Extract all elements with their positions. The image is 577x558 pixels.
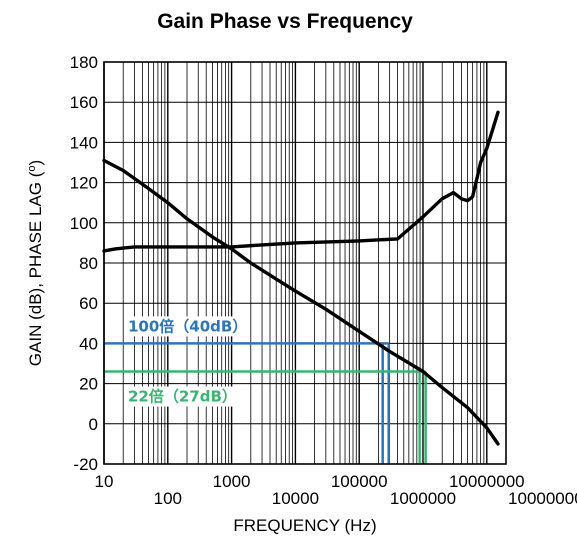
annotation-label-bg <box>126 386 246 407</box>
chart-title: Gain Phase vs Frequency <box>157 10 413 33</box>
y-tick-label: -20 <box>73 455 98 474</box>
y-axis-label-sup: o <box>26 165 38 171</box>
y-tick-label: 160 <box>70 93 98 112</box>
annotation-label: 22倍（27dB） <box>128 388 237 406</box>
x-tick-label: 10000 <box>272 489 319 508</box>
series-phase-line <box>102 110 500 253</box>
plot-frame <box>103 61 507 465</box>
y-tick-label: 20 <box>79 375 98 394</box>
x-tick-label: 1000 <box>213 472 251 491</box>
x-tick-labels: 10 100 1000 10000 10000010000001000000010000… <box>95 472 577 508</box>
x-axis-label: FREQUENCY (Hz) <box>233 516 376 535</box>
y-axis-label-end: ) <box>26 160 45 166</box>
y-tick-label: 40 <box>79 334 98 353</box>
y-tick-label: 80 <box>79 254 98 273</box>
y-tick-label: 60 <box>79 294 98 313</box>
x-tick-label: 100000000 <box>508 489 577 508</box>
x-tick-label: 100 <box>154 489 182 508</box>
x-tick-label: 10000000 <box>449 472 525 491</box>
x-tick-label: 10 <box>95 472 114 491</box>
x-tick-label: 100000 <box>331 472 388 491</box>
annotations: 100倍（40dB） 22倍（27dB） <box>104 316 427 464</box>
annotation-label-bg <box>126 316 246 337</box>
y-tick-label: 100 <box>70 214 98 233</box>
series-lines <box>102 110 500 446</box>
y-tick-labels: -20 0 20 40 60 80 100 120 140 160 180 <box>70 53 98 474</box>
x-tick-label: 1000000 <box>390 489 456 508</box>
y-tick-label: 0 <box>89 415 98 434</box>
y-axis-label-main: GAIN (dB), PHASE LAG ( <box>26 171 45 366</box>
y-axis-label: GAIN (dB), PHASE LAG (o) <box>26 160 45 366</box>
y-tick-label: 120 <box>70 174 98 193</box>
y-tick-label: 180 <box>70 53 98 72</box>
series-gain-line <box>102 158 500 446</box>
annotation-label: 100倍（40dB） <box>128 317 247 335</box>
y-tick-label: 140 <box>70 133 98 152</box>
